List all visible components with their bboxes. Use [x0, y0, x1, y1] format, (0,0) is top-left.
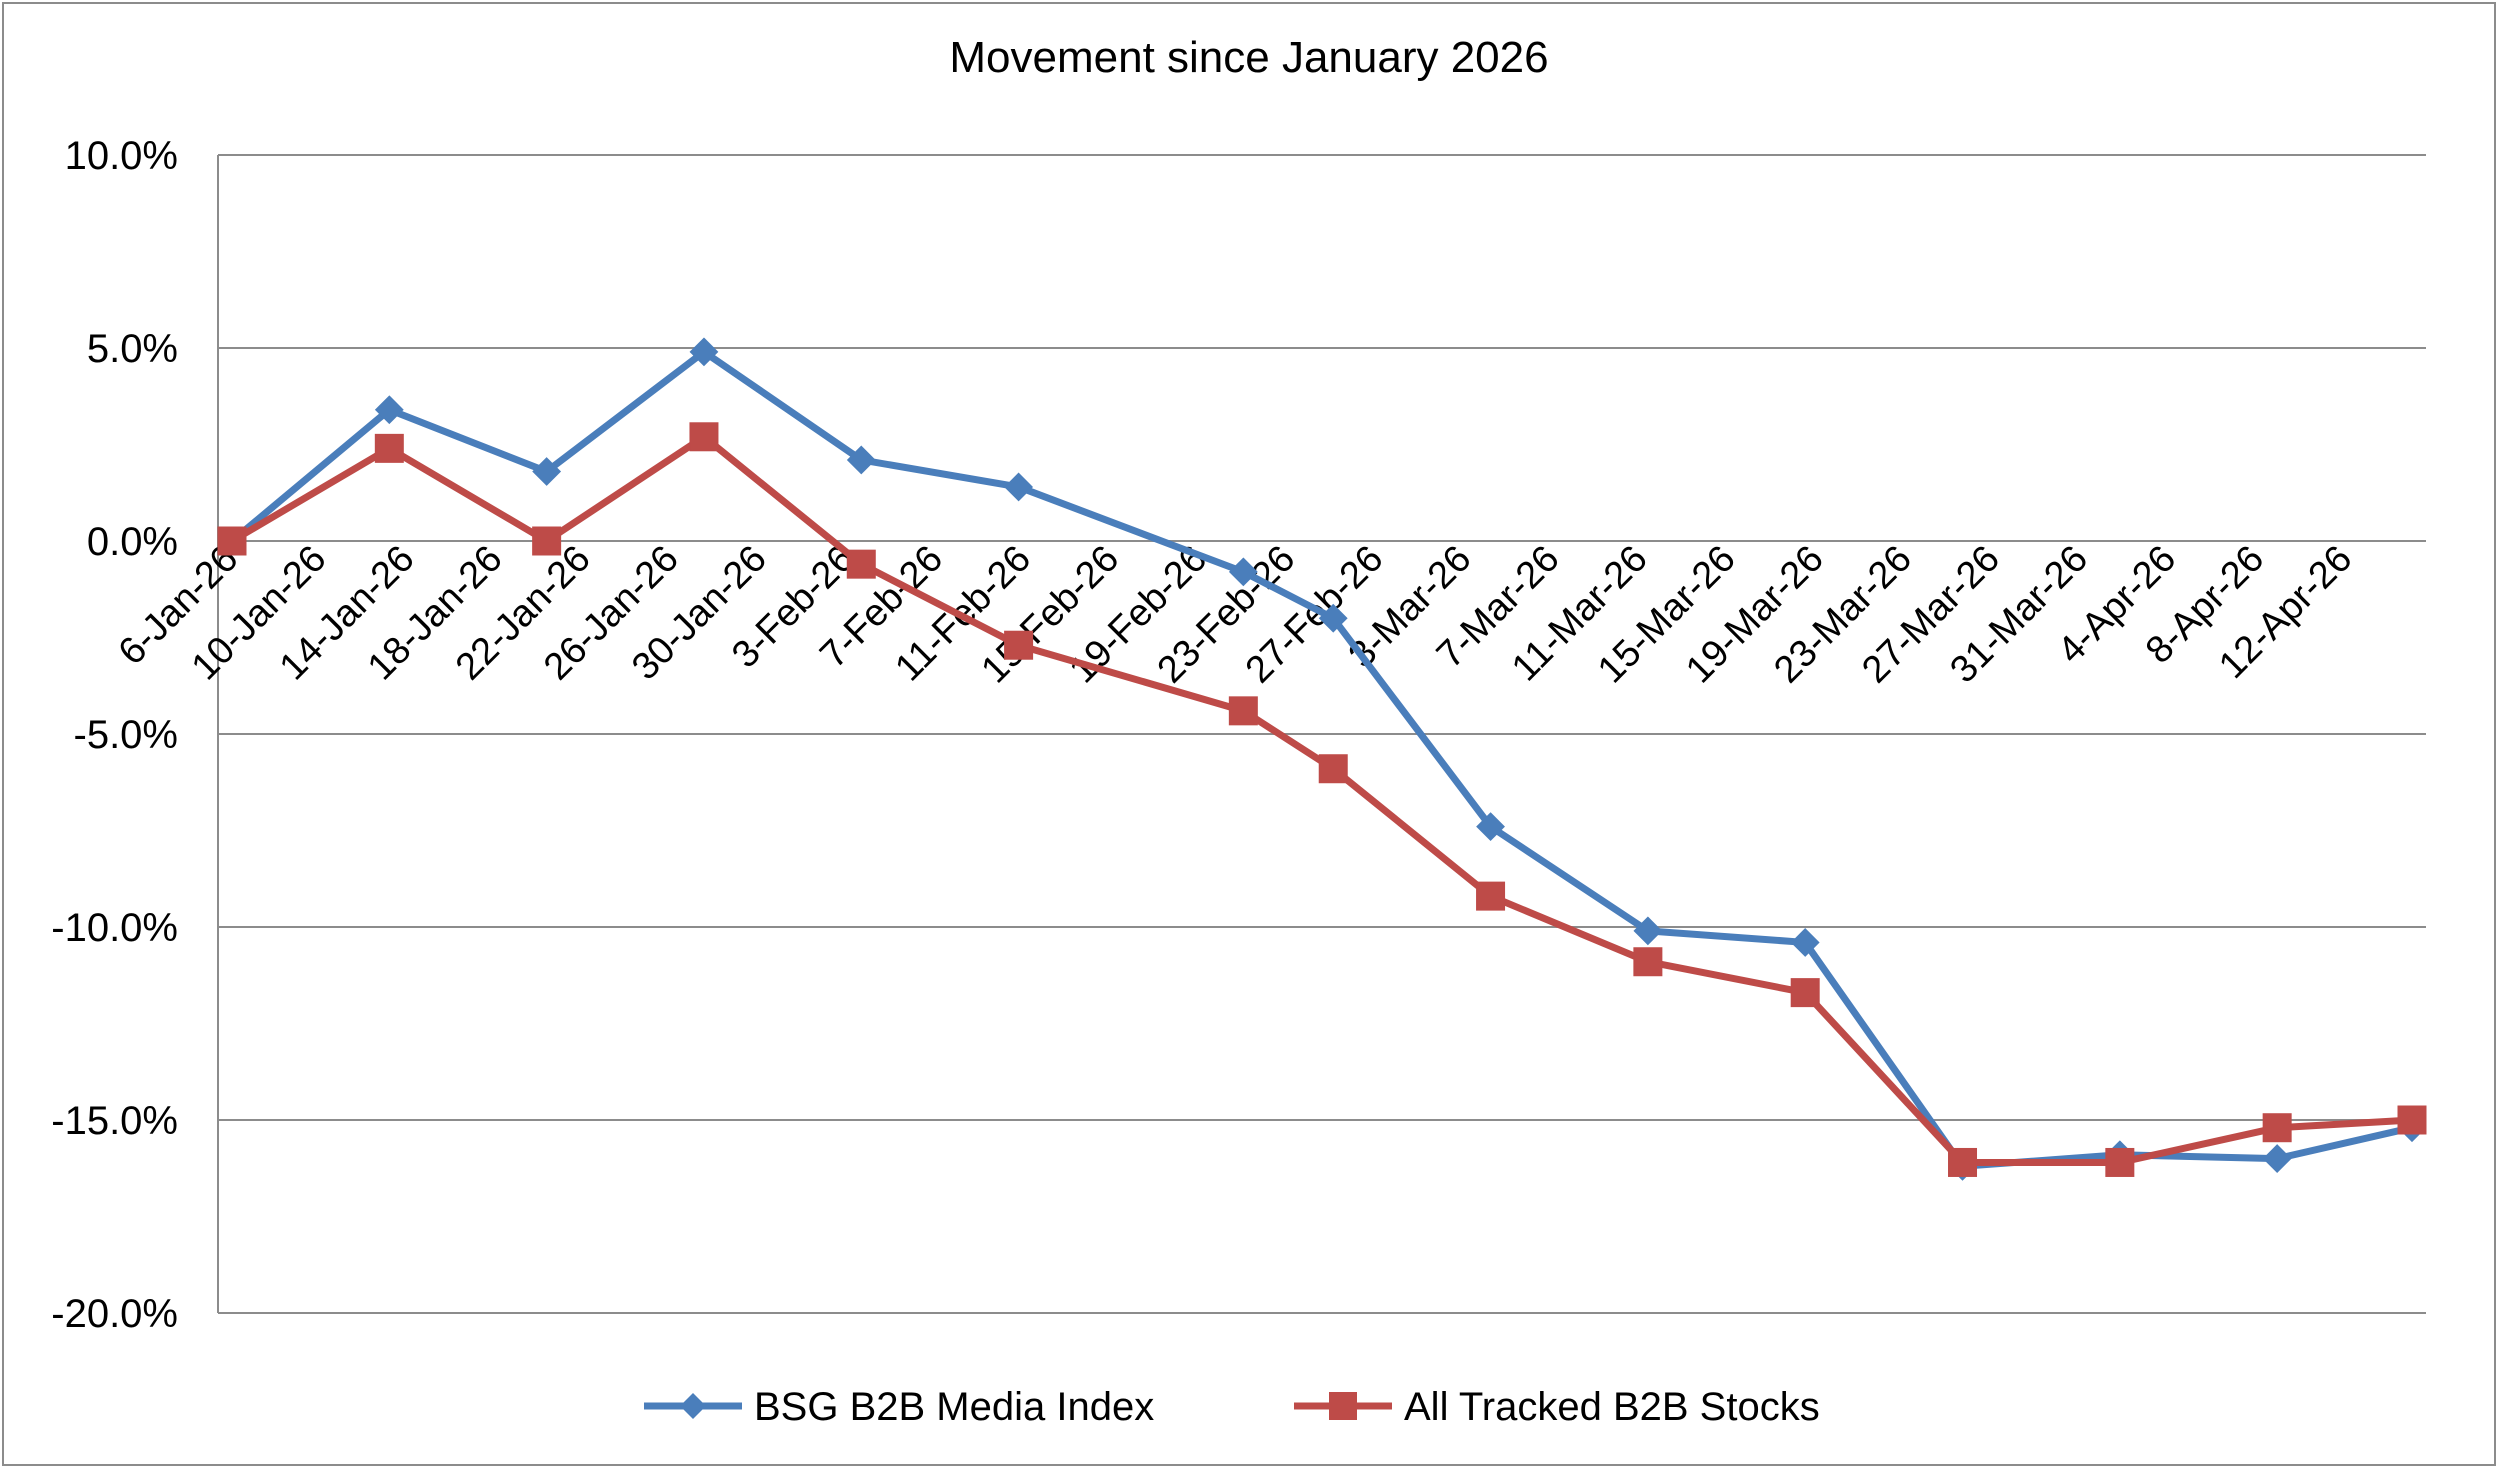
data-point-square — [2105, 1147, 2135, 1177]
data-point-diamond — [1228, 557, 1258, 587]
data-point-square — [1318, 754, 1348, 784]
data-point-square — [1790, 978, 1820, 1008]
y-tick-label: -15.0% — [51, 1099, 178, 1143]
data-point-square — [1633, 947, 1663, 977]
data-point-square — [374, 433, 404, 463]
y-tick-label: -5.0% — [74, 713, 179, 757]
data-point-diamond — [374, 395, 404, 425]
y-tick-label: 0.0% — [87, 520, 178, 564]
series-layer — [217, 337, 2427, 1181]
data-point-diamond — [1318, 603, 1348, 633]
data-point-square — [2262, 1113, 2292, 1143]
line-chart: Movement since January 2026 10.0% 5.0% 0.0… — [51, 33, 2427, 1429]
data-point-square — [1228, 696, 1258, 726]
legend-label-1: BSG B2B Media Index — [754, 1385, 1154, 1429]
data-point-diamond — [1004, 472, 1034, 502]
y-tick-label: 10.0% — [65, 134, 178, 178]
data-point-square — [217, 526, 247, 556]
y-tick-label: -10.0% — [51, 906, 178, 950]
grid-lines — [218, 154, 2426, 1314]
data-point-square — [1004, 630, 1034, 660]
data-point-diamond — [689, 337, 719, 367]
data-point-square — [1476, 881, 1506, 911]
data-point-diamond — [1790, 928, 1820, 957]
x-axis: 6-Jan-2610-Jan-2614-Jan-2618-Jan-2622-Ja… — [111, 538, 2361, 692]
data-point-diamond — [1633, 916, 1663, 946]
y-tick-label: -20.0% — [51, 1292, 178, 1336]
legend: BSG B2B Media Index All Tracked B2B Stock… — [644, 1385, 1820, 1429]
data-point-diamond — [1476, 812, 1505, 842]
legend-marker-square — [1329, 1392, 1357, 1420]
y-tick-label: 5.0% — [87, 327, 178, 371]
data-point-diamond — [2262, 1144, 2292, 1174]
legend-marker-diamond — [680, 1393, 706, 1419]
data-point-diamond — [846, 445, 876, 475]
data-point-square — [846, 549, 876, 579]
data-point-square — [532, 526, 562, 556]
chart-title: Movement since January 2026 — [949, 33, 1548, 82]
legend-label-2: All Tracked B2B Stocks — [1404, 1385, 1820, 1429]
data-point-square — [689, 422, 719, 452]
data-point-square — [1948, 1147, 1978, 1177]
data-point-square — [2397, 1105, 2427, 1135]
y-axis: 10.0% 5.0% 0.0% -5.0% -10.0% -15.0% -20.0% — [51, 134, 219, 1336]
data-point-diamond — [532, 457, 562, 486]
